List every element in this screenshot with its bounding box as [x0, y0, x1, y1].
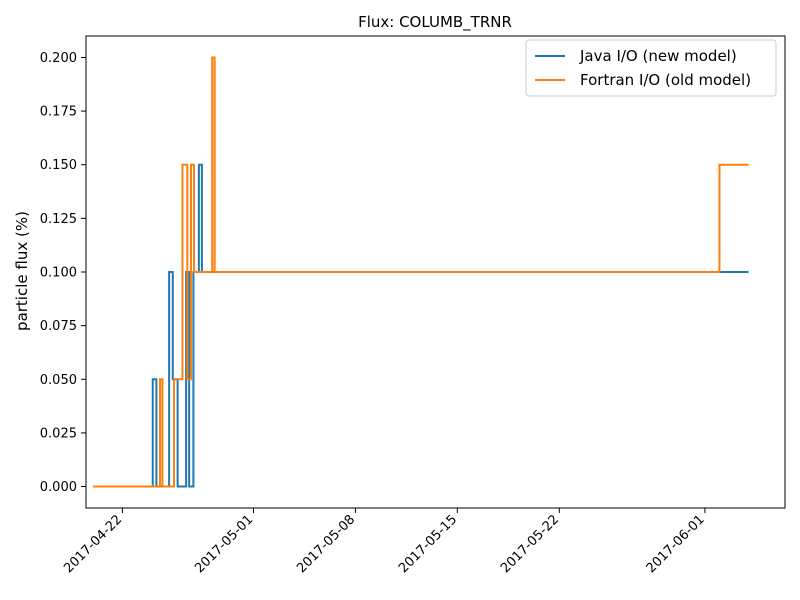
x-tick-label: 2017-04-22: [61, 512, 125, 576]
y-tick-label: 0.125: [40, 212, 77, 227]
y-axis-label: particle flux (%): [13, 211, 31, 331]
y-tick-label: 0.075: [40, 319, 77, 334]
x-tick-label: 2017-05-15: [396, 512, 460, 576]
chart-title: Flux: COLUMB_TRNR: [358, 13, 512, 32]
legend-label-java: Java I/O (new model): [579, 47, 737, 65]
x-tick-label: 2017-05-22: [498, 512, 562, 576]
plot-area: 0.000 0.025 0.050 0.075 0.100 0.125 0.150 0.175…: [40, 35, 786, 576]
y-tick-label: 0.050: [40, 373, 77, 388]
x-tick-label: 2017-05-08: [294, 512, 358, 576]
y-tick-label: 0.175: [40, 105, 77, 120]
y-tick-label: 0.000: [40, 480, 77, 495]
series-line-fortran: [93, 56, 749, 488]
y-tick-label: 0.200: [40, 51, 77, 66]
legend: Java I/O (new model) Fortran I/O (old mo…: [525, 39, 777, 97]
y-tick-label: 0.025: [40, 426, 77, 441]
legend-label-fortran: Fortran I/O (old model): [580, 71, 751, 89]
y-tick-label: 0.100: [40, 266, 77, 281]
series-line-java: [93, 163, 749, 488]
x-tick-label: 2017-06-01: [644, 512, 708, 576]
y-tick-label: 0.150: [40, 158, 77, 173]
x-tick-label: 2017-05-01: [192, 512, 256, 576]
legend-box: [525, 39, 777, 97]
